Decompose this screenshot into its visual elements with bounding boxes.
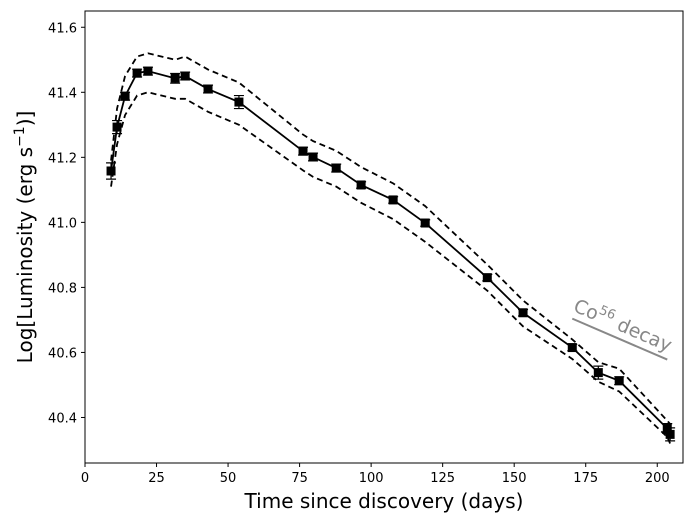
marker: [331, 163, 341, 173]
annotation-after: decay: [608, 311, 675, 356]
marker: [180, 71, 190, 81]
y-label-main: Log[Luminosity (erg s: [13, 147, 37, 363]
marker: [170, 73, 180, 83]
marker: [388, 195, 398, 205]
y-tick-label: 40.6: [48, 346, 77, 361]
marker: [234, 97, 244, 107]
y-label-sup: −1: [12, 126, 28, 147]
marker: [356, 180, 366, 190]
dashed-line: [110, 52, 671, 425]
marker: [567, 343, 577, 353]
marker: [518, 308, 528, 318]
annotation-sup: 56: [597, 303, 618, 323]
dashed-line: [110, 91, 671, 444]
x-tick-label: 50: [220, 471, 237, 486]
marker: [298, 146, 308, 156]
marker: [665, 429, 675, 439]
x-tick-label: 100: [359, 471, 384, 486]
y-tick-label: 41.4: [48, 86, 77, 101]
marker: [112, 122, 122, 132]
x-tick-label: 175: [573, 471, 598, 486]
marker: [308, 152, 318, 162]
y-tick-label: 40.8: [48, 281, 77, 296]
marker: [132, 68, 142, 78]
y-tick-label: 41.6: [48, 21, 77, 36]
marker: [614, 376, 624, 386]
marker: [662, 424, 672, 434]
marker: [143, 66, 153, 76]
annotation-line: [571, 317, 668, 361]
y-axis-label: Log[Luminosity (erg s−1)]: [12, 111, 37, 364]
x-tick-label: 0: [81, 471, 89, 486]
marker: [593, 368, 603, 378]
y-tick-label: 41.2: [48, 151, 77, 166]
y-label-end: )]: [13, 111, 37, 127]
x-axis-label: Time since discovery (days): [244, 489, 524, 513]
y-tick-label: 40.4: [48, 411, 77, 426]
plot-frame: [84, 10, 684, 464]
x-tick-label: 25: [148, 471, 165, 486]
marker: [482, 273, 492, 283]
y-tick-label: 41.0: [48, 216, 77, 231]
marker: [420, 218, 430, 228]
x-tick-label: 125: [430, 471, 455, 486]
marker: [203, 84, 213, 94]
x-tick-label: 150: [502, 471, 527, 486]
marker: [106, 166, 116, 176]
x-tick-label: 75: [291, 471, 308, 486]
marker: [120, 91, 130, 101]
data-line: [110, 70, 671, 435]
x-tick-label: 200: [645, 471, 670, 486]
